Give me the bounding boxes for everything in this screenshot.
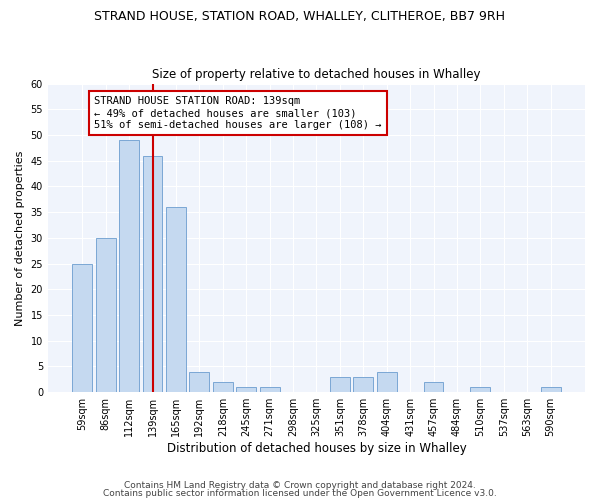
- Title: Size of property relative to detached houses in Whalley: Size of property relative to detached ho…: [152, 68, 481, 81]
- Bar: [96, 238, 116, 392]
- Bar: [166, 207, 186, 392]
- Text: STRAND HOUSE STATION ROAD: 139sqm
← 49% of detached houses are smaller (103)
51%: STRAND HOUSE STATION ROAD: 139sqm ← 49% …: [94, 96, 382, 130]
- Bar: [143, 156, 163, 392]
- Bar: [236, 387, 256, 392]
- Text: Contains public sector information licensed under the Open Government Licence v3: Contains public sector information licen…: [103, 488, 497, 498]
- Text: Contains HM Land Registry data © Crown copyright and database right 2024.: Contains HM Land Registry data © Crown c…: [124, 481, 476, 490]
- Bar: [119, 140, 139, 392]
- Bar: [541, 387, 560, 392]
- Bar: [190, 372, 209, 392]
- Bar: [330, 377, 350, 392]
- Bar: [213, 382, 233, 392]
- Bar: [377, 372, 397, 392]
- Bar: [470, 387, 490, 392]
- Bar: [353, 377, 373, 392]
- X-axis label: Distribution of detached houses by size in Whalley: Distribution of detached houses by size …: [167, 442, 466, 455]
- Bar: [260, 387, 280, 392]
- Text: STRAND HOUSE, STATION ROAD, WHALLEY, CLITHEROE, BB7 9RH: STRAND HOUSE, STATION ROAD, WHALLEY, CLI…: [95, 10, 505, 23]
- Y-axis label: Number of detached properties: Number of detached properties: [15, 150, 25, 326]
- Bar: [424, 382, 443, 392]
- Bar: [73, 264, 92, 392]
